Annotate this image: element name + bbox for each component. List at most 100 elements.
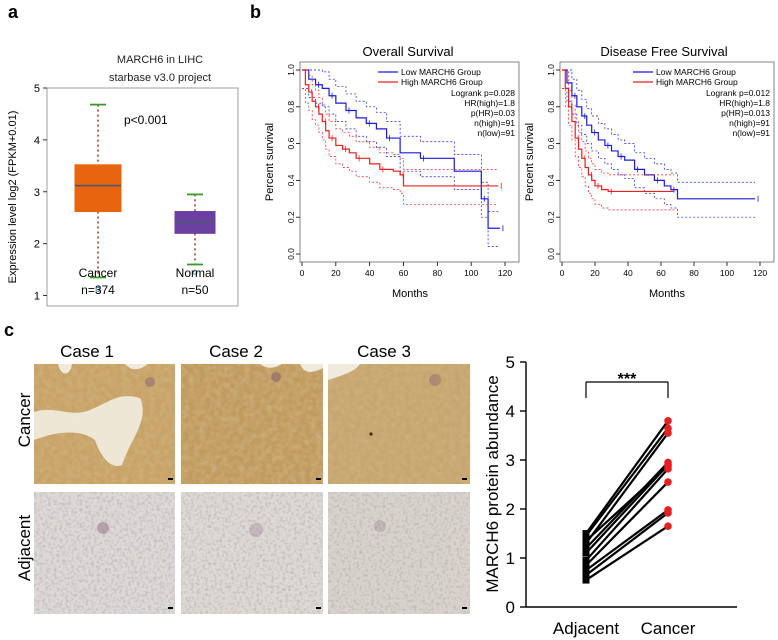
ihc-cancer-case-3 xyxy=(328,364,470,484)
dfs-legend-low: Low MARCH6 Group xyxy=(656,67,736,77)
dfs-x-tick-label: 100 xyxy=(720,268,734,278)
dfs-stat-line: n(low)=91 xyxy=(732,128,770,138)
boxplot-title: MARCH6 in LIHC xyxy=(117,54,203,66)
dfs-x-tick-label: 60 xyxy=(656,268,666,278)
dfs-x-tick-label: 40 xyxy=(623,268,633,278)
dfs-y-tick-label: 0.0 xyxy=(546,248,556,260)
boxplot-y-tick-label: 2 xyxy=(34,239,40,251)
boxplot-annotation: p<0.001 xyxy=(124,113,168,127)
paired-line xyxy=(585,432,669,544)
os-legend-high: High MARCH6 Group xyxy=(401,77,483,87)
boxplot-outlier xyxy=(192,269,198,275)
boxplot-y-tick-label: 4 xyxy=(34,135,40,147)
boxplot-groups xyxy=(74,103,216,292)
boxplot-label-normal: Normal xyxy=(176,266,215,280)
paired-point-cancer xyxy=(664,429,672,437)
paired-y-tick-label: 0 xyxy=(506,598,515,617)
paired-point-cancer xyxy=(664,509,672,517)
dfs-y-tick-label: 0.6 xyxy=(546,137,556,149)
paired-point-adjacent xyxy=(582,561,590,569)
os-y-tick-label: 1.0 xyxy=(286,64,296,76)
dfs-y-tick-label: 0.4 xyxy=(546,174,556,186)
ihc-grid: Case 1 Case 2 Case 3 Cancer Adjacent xyxy=(15,342,470,614)
dfs-ci-upper xyxy=(562,69,675,176)
dfs-y-tick-label: 0.2 xyxy=(546,211,556,223)
paired-category-adjacent: Adjacent xyxy=(553,619,619,638)
paired-point-adjacent xyxy=(582,571,590,579)
os-stat-line: Logrank p=0.028 xyxy=(451,88,515,98)
os-x-tick-label: 0 xyxy=(300,268,305,278)
paired-y-tick-label: 2 xyxy=(506,500,515,519)
os-y-tick-label: 0.8 xyxy=(286,101,296,113)
os-x-tick-label: 100 xyxy=(464,268,478,278)
paired-point-cancer xyxy=(664,478,672,486)
paired-line xyxy=(585,525,669,581)
os-x-tick-label: 120 xyxy=(498,268,512,278)
os-ci-lower xyxy=(302,88,499,205)
panel-letter-c: c xyxy=(4,320,14,340)
os-y-tick-label: 0.6 xyxy=(286,137,296,149)
boxplot-ylabel: Expression level log2 (FPKM+0.01) xyxy=(7,111,19,284)
dfs-frame xyxy=(559,61,775,263)
os-series-line xyxy=(302,69,499,187)
paired-point-adjacent xyxy=(582,556,590,564)
os-stat-line: p(HR)=0.03 xyxy=(471,108,515,118)
os-xlabel: Months xyxy=(392,288,429,300)
os-legend: Low MARCH6 Group High MARCH6 Group xyxy=(378,67,483,87)
disease-free-survival-chart: Disease Free Survival 0 20 40 60 80 100 120 0.0… xyxy=(524,44,775,300)
os-x-tick-label: 60 xyxy=(399,268,409,278)
os-ci-upper xyxy=(302,69,500,213)
boxplot-y-tick-label: 5 xyxy=(34,83,40,95)
paired-axes: 0 1 2 3 4 5 xyxy=(506,353,737,617)
os-series-line xyxy=(302,69,500,229)
paired-line xyxy=(585,481,669,567)
paired-point-adjacent xyxy=(582,576,590,584)
boxplot-y-axis: 1 2 3 4 5 xyxy=(34,83,47,303)
ihc-adjacent-case-2 xyxy=(181,492,323,614)
paired-annotation: *** xyxy=(618,371,637,388)
paired-lines xyxy=(582,417,672,584)
os-axes: 0 20 40 60 80 100 120 0.0 0.2 0.4 0.6 0.8 1.0 xyxy=(286,64,512,278)
ihc-case-2-label: Case 2 xyxy=(209,342,263,361)
paired-point-adjacent xyxy=(582,532,590,540)
paired-line xyxy=(585,465,669,542)
dfs-series-line xyxy=(562,69,756,200)
boxplot-box xyxy=(74,164,122,213)
os-x-tick-label: 40 xyxy=(365,268,375,278)
paired-line xyxy=(585,512,669,577)
boxplot-subtitle: starbase v3.0 project xyxy=(109,72,211,84)
dfs-axes: 0 20 40 60 80 100 120 0.0 0.2 0.4 0.6 0.8 1.0 xyxy=(546,64,767,278)
dfs-stat-line: n(high)=91 xyxy=(729,118,770,128)
dfs-xlabel: Months xyxy=(649,288,686,300)
paired-point-cancer xyxy=(664,417,672,425)
os-stat-line: n(low)=91 xyxy=(477,128,515,138)
ihc-cancer-case-2 xyxy=(181,364,323,484)
paired-point-adjacent xyxy=(582,537,590,545)
dfs-series xyxy=(562,69,759,218)
ihc-cancer-case-1 xyxy=(34,364,175,484)
dfs-series-line xyxy=(562,69,675,193)
paired-y-tick-label: 3 xyxy=(506,451,515,470)
os-ci-upper xyxy=(302,69,499,170)
dfs-ci-upper xyxy=(562,69,756,183)
paired-y-tick-label: 1 xyxy=(506,549,515,568)
os-x-tick-label: 20 xyxy=(331,268,341,278)
boxplot-outlier xyxy=(95,286,101,292)
ihc-row-adjacent-label: Adjacent xyxy=(15,515,34,581)
os-y-tick-label: 0.2 xyxy=(286,211,296,223)
os-y-tick-label: 0.0 xyxy=(286,248,296,260)
paired-y-tick-label: 4 xyxy=(506,402,515,421)
paired-line xyxy=(585,461,669,549)
dfs-ci-lower xyxy=(562,88,756,218)
ihc-case-3-label: Case 3 xyxy=(357,342,411,361)
os-stats: Logrank p=0.028HR(high)=1.8p(HR)=0.03n(h… xyxy=(451,88,515,138)
dfs-ci-lower xyxy=(562,88,675,211)
paired-line xyxy=(585,427,669,537)
paired-point-cancer xyxy=(664,522,672,530)
paired-line xyxy=(585,468,669,562)
boxplot-y-tick-label: 3 xyxy=(34,187,40,199)
os-stat-line: n(high)=91 xyxy=(474,118,515,128)
dfs-stat-line: Logrank p=0.012 xyxy=(706,88,770,98)
dfs-stat-line: p(HR)=0.013 xyxy=(721,108,770,118)
ihc-adjacent-case-1 xyxy=(34,492,175,614)
